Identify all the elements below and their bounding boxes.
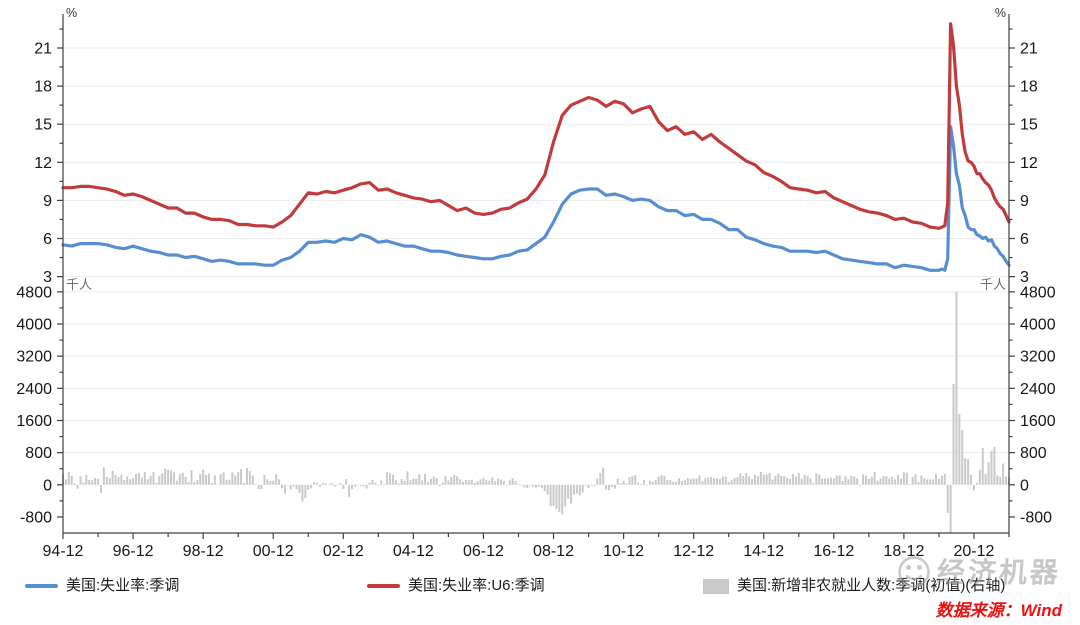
data-source-note: 数据来源：Wind <box>935 601 1062 620</box>
svg-text:4000: 4000 <box>1020 317 1056 334</box>
legend-item-nonfarm-payrolls: 美国:新增非农就业人数:季调(初值)(右轴) <box>703 577 1005 595</box>
unemployment-rate-line <box>61 125 1011 272</box>
svg-text:06-12: 06-12 <box>463 543 504 560</box>
svg-text:08-12: 08-12 <box>533 543 574 560</box>
svg-text:15: 15 <box>34 117 52 134</box>
svg-text:0: 0 <box>1020 477 1029 494</box>
svg-text:1600: 1600 <box>16 413 52 430</box>
svg-text:12-12: 12-12 <box>673 543 714 560</box>
svg-text:-800: -800 <box>1020 509 1052 526</box>
svg-text:00-12: 00-12 <box>253 543 294 560</box>
axes <box>62 14 1010 534</box>
svg-text:2400: 2400 <box>1020 381 1056 398</box>
svg-text:18-12: 18-12 <box>883 543 924 560</box>
svg-text:千人: 千人 <box>980 277 1006 292</box>
svg-text:21: 21 <box>34 41 52 58</box>
svg-text:9: 9 <box>43 193 52 210</box>
svg-text:9: 9 <box>1020 193 1029 210</box>
svg-text:98-12: 98-12 <box>183 543 224 560</box>
svg-text:16-12: 16-12 <box>813 543 854 560</box>
payroll-bars <box>62 291 1010 533</box>
legend-item-u6-rate: 美国:失业率:U6:季调 <box>367 577 545 595</box>
svg-text:3200: 3200 <box>1020 349 1056 366</box>
svg-text:18: 18 <box>34 79 52 96</box>
svg-text:1600: 1600 <box>1020 413 1056 430</box>
svg-text:02-12: 02-12 <box>323 543 364 560</box>
svg-text:800: 800 <box>25 445 52 462</box>
svg-text:-800: -800 <box>20 509 52 526</box>
x-axis-ticks-labels: 94-12 96-12 98-12 00-12 02-12 04-12 06-12 08-12… <box>43 533 1010 560</box>
gridlines <box>63 47 1009 454</box>
svg-text:18: 18 <box>1020 79 1038 96</box>
legend-label-u6-rate: 美国:失业率:U6:季调 <box>408 577 545 594</box>
svg-text:3: 3 <box>43 269 52 286</box>
svg-text:千人: 千人 <box>66 277 92 292</box>
svg-text:10-12: 10-12 <box>603 543 644 560</box>
svg-text:96-12: 96-12 <box>113 543 154 560</box>
svg-text:6: 6 <box>43 231 52 248</box>
legend-label-nonfarm-payrolls: 美国:新增非农就业人数:季调(初值)(右轴) <box>737 577 1006 594</box>
legend-swatch-line-red <box>367 584 400 588</box>
svg-text:15: 15 <box>1020 117 1038 134</box>
svg-text:3200: 3200 <box>16 349 52 366</box>
svg-text:0: 0 <box>43 477 52 494</box>
svg-text:4800: 4800 <box>1020 284 1056 301</box>
svg-text:12: 12 <box>1020 155 1038 172</box>
svg-text:4800: 4800 <box>16 284 52 301</box>
svg-text:20-12: 20-12 <box>954 543 995 560</box>
svg-text:3: 3 <box>1020 269 1029 286</box>
svg-text:6: 6 <box>1020 231 1029 248</box>
axis-unit-labels: % % 千人 千人 <box>66 6 1006 292</box>
svg-text:04-12: 04-12 <box>393 543 434 560</box>
svg-text:14-12: 14-12 <box>743 543 784 560</box>
y-axis-ticks-labels: 3 3 6 6 9 9 12 12 15 15 18 18 21 21 -800 -800 0 0 800 800 16… <box>16 28 1056 526</box>
svg-text:21: 21 <box>1020 41 1038 58</box>
svg-text:12: 12 <box>34 155 52 172</box>
svg-text:2400: 2400 <box>16 381 52 398</box>
svg-text:%: % <box>995 6 1006 20</box>
svg-text:4000: 4000 <box>16 317 52 334</box>
svg-text:800: 800 <box>1020 445 1047 462</box>
u6-rate-line <box>61 22 1011 230</box>
svg-text:94-12: 94-12 <box>43 543 84 560</box>
legend-swatch-bar-gray <box>703 578 729 594</box>
legend-item-unemployment-rate: 美国:失业率:季调 <box>25 577 179 595</box>
legend-label-unemployment-rate: 美国:失业率:季调 <box>66 577 180 594</box>
legend-swatch-line-blue <box>25 584 58 588</box>
svg-text:%: % <box>66 6 77 20</box>
